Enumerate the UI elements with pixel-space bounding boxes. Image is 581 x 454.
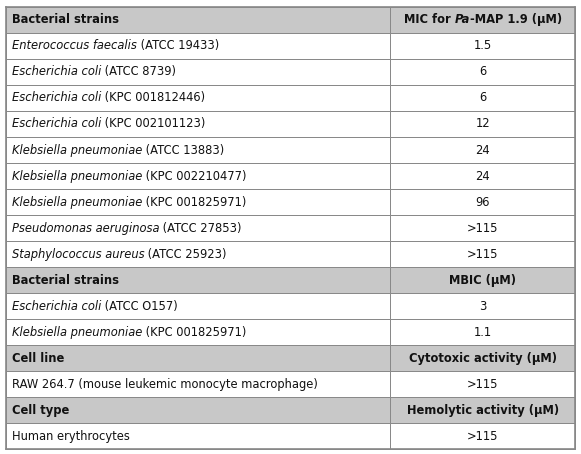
Bar (390, 397, 575, 424)
Text: MIC for: MIC for (404, 13, 454, 26)
Text: (ATCC 13883): (ATCC 13883) (142, 143, 224, 157)
Text: Cell line: Cell line (12, 352, 64, 365)
Bar (6, 215, 390, 241)
Text: (KPC 001825971): (KPC 001825971) (142, 196, 246, 208)
Bar (6, 85, 390, 111)
Text: Klebsiella pneumoniae: Klebsiella pneumoniae (12, 326, 142, 339)
Text: 12: 12 (475, 118, 490, 130)
Bar (6, 241, 390, 267)
Bar (6, 7, 390, 33)
Text: >115: >115 (467, 248, 498, 261)
Text: Escherichia coli: Escherichia coli (12, 91, 101, 104)
Bar (390, 111, 575, 137)
Text: Klebsiella pneumoniae: Klebsiella pneumoniae (12, 143, 142, 157)
Text: 1.5: 1.5 (474, 39, 492, 52)
Bar (6, 137, 390, 163)
Bar (6, 397, 390, 424)
Text: Bacterial strains: Bacterial strains (12, 13, 119, 26)
Bar (6, 163, 390, 189)
Text: (KPC 001812446): (KPC 001812446) (101, 91, 205, 104)
Text: (ATCC 19433): (ATCC 19433) (137, 39, 219, 52)
Text: 6: 6 (479, 65, 486, 79)
Text: (ATCC 27853): (ATCC 27853) (159, 222, 242, 235)
Bar (6, 293, 390, 319)
Text: (ATCC O157): (ATCC O157) (101, 300, 178, 313)
Bar (390, 33, 575, 59)
Text: >115: >115 (467, 222, 498, 235)
Text: 1.1: 1.1 (474, 326, 492, 339)
Bar (390, 267, 575, 293)
Bar (390, 85, 575, 111)
Text: Pseudomonas aeruginosa: Pseudomonas aeruginosa (12, 222, 159, 235)
Text: -MAP 1.9 (μM): -MAP 1.9 (μM) (469, 13, 562, 26)
Bar (390, 7, 575, 33)
Text: (KPC 002210477): (KPC 002210477) (142, 169, 247, 183)
Text: 6: 6 (479, 91, 486, 104)
Bar (390, 424, 575, 449)
Text: >115: >115 (467, 430, 498, 443)
Text: Escherichia coli: Escherichia coli (12, 65, 101, 79)
Text: (KPC 002101123): (KPC 002101123) (101, 118, 206, 130)
Text: Escherichia coli: Escherichia coli (12, 118, 101, 130)
Bar (6, 345, 390, 371)
Bar (390, 371, 575, 397)
Bar (6, 267, 390, 293)
Bar (6, 319, 390, 345)
Bar (6, 33, 390, 59)
Text: Klebsiella pneumoniae: Klebsiella pneumoniae (12, 196, 142, 208)
Bar (6, 371, 390, 397)
Bar (6, 189, 390, 215)
Text: RAW 264.7 (mouse leukemic monocyte macrophage): RAW 264.7 (mouse leukemic monocyte macro… (12, 378, 318, 391)
Text: 3: 3 (479, 300, 486, 313)
Bar (390, 163, 575, 189)
Text: Cytotoxic activity (μM): Cytotoxic activity (μM) (408, 352, 557, 365)
Bar (390, 345, 575, 371)
Text: Enterococcus faecalis: Enterococcus faecalis (12, 39, 137, 52)
Bar (6, 59, 390, 85)
Text: Escherichia coli: Escherichia coli (12, 300, 101, 313)
Text: (KPC 001825971): (KPC 001825971) (142, 326, 246, 339)
Text: Cell type: Cell type (12, 404, 69, 417)
Text: Pa: Pa (454, 13, 469, 26)
Text: 96: 96 (475, 196, 490, 208)
Bar (390, 137, 575, 163)
Text: Hemolytic activity (μM): Hemolytic activity (μM) (407, 404, 559, 417)
Text: 24: 24 (475, 169, 490, 183)
Text: MBIC (μM): MBIC (μM) (449, 274, 516, 287)
Bar (6, 424, 390, 449)
Bar (390, 241, 575, 267)
Text: Staphylococcus aureus: Staphylococcus aureus (12, 248, 145, 261)
Text: (ATCC 8739): (ATCC 8739) (101, 65, 176, 79)
Bar (390, 293, 575, 319)
Text: Klebsiella pneumoniae: Klebsiella pneumoniae (12, 169, 142, 183)
Text: Bacterial strains: Bacterial strains (12, 274, 119, 287)
Bar (390, 189, 575, 215)
Text: 24: 24 (475, 143, 490, 157)
Bar (6, 111, 390, 137)
Bar (390, 59, 575, 85)
Bar (390, 215, 575, 241)
Text: (ATCC 25923): (ATCC 25923) (145, 248, 227, 261)
Text: Human erythrocytes: Human erythrocytes (12, 430, 130, 443)
Bar (390, 319, 575, 345)
Text: >115: >115 (467, 378, 498, 391)
